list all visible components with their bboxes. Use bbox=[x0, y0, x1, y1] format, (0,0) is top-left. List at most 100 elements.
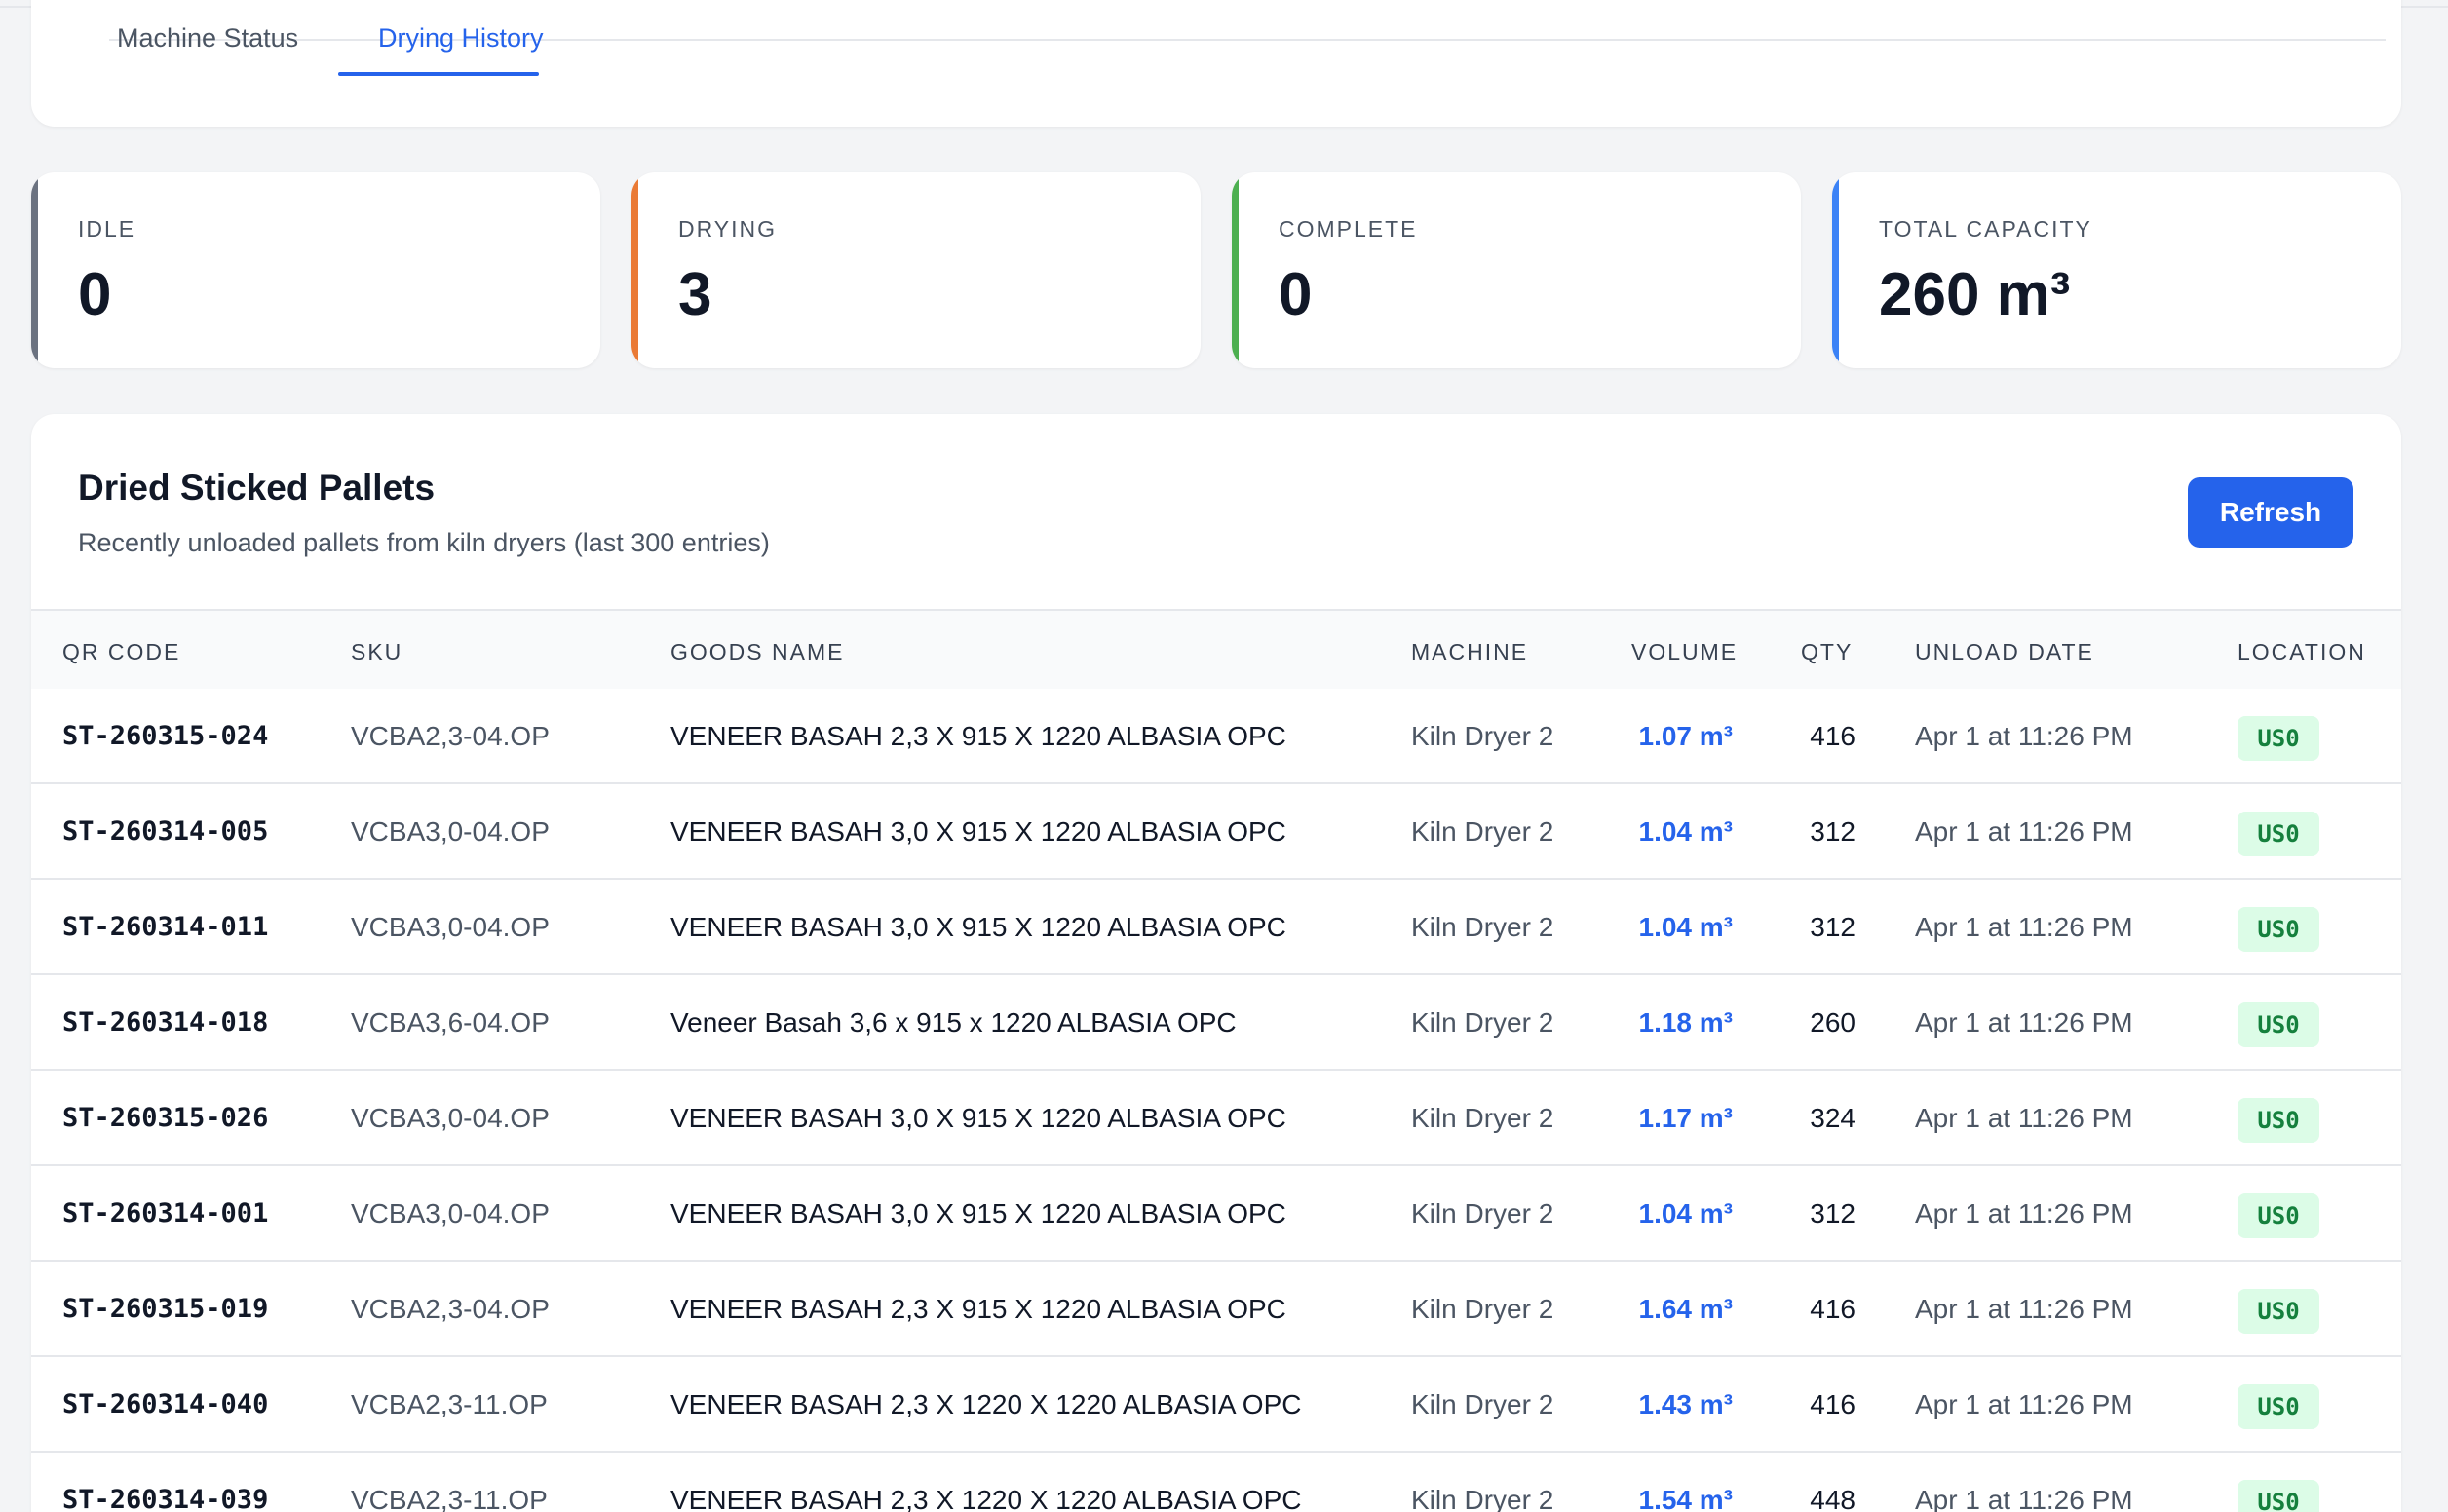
stat-value: 3 bbox=[678, 261, 712, 328]
location-badge: US0 bbox=[2238, 716, 2319, 761]
qty-cell: 312 bbox=[1810, 816, 1855, 847]
location-badge: US0 bbox=[2238, 1480, 2319, 1512]
stat-card-idle: IDLE 0 bbox=[31, 172, 600, 368]
location-badge: US0 bbox=[2238, 1002, 2319, 1047]
goods-name-cell: VENEER BASAH 2,3 X 1220 X 1220 ALBASIA O… bbox=[670, 1389, 1302, 1419]
sku-cell: VCBA3,0-04.OP bbox=[351, 912, 550, 942]
stat-label: COMPLETE bbox=[1279, 216, 1418, 242]
table-row[interactable]: ST-260314-040 VCBA2,3-11.OP VENEER BASAH… bbox=[31, 1357, 2401, 1453]
volume-cell: 1.07 m³ bbox=[1638, 721, 1734, 751]
tab-machine-status[interactable]: Machine Status bbox=[117, 23, 299, 53]
goods-name-cell: VENEER BASAH 3,0 X 915 X 1220 ALBASIA OP… bbox=[670, 1103, 1286, 1133]
sku-cell: VCBA2,3-04.OP bbox=[351, 721, 550, 751]
goods-name-cell: VENEER BASAH 2,3 X 1220 X 1220 ALBASIA O… bbox=[670, 1485, 1302, 1512]
column-header-unload-date[interactable]: UNLOAD DATE bbox=[1915, 639, 2094, 664]
machine-cell: Kiln Dryer 2 bbox=[1411, 1103, 1554, 1133]
column-header-goods-name[interactable]: GOODS NAME bbox=[670, 639, 845, 664]
active-tab-indicator bbox=[338, 72, 539, 76]
unload-date-cell: Apr 1 at 11:26 PM bbox=[1915, 1485, 2133, 1512]
goods-name-cell: VENEER BASAH 3,0 X 915 X 1220 ALBASIA OP… bbox=[670, 1198, 1286, 1228]
stat-label: TOTAL CAPACITY bbox=[1879, 216, 2092, 242]
goods-name-cell: VENEER BASAH 2,3 X 915 X 1220 ALBASIA OP… bbox=[670, 721, 1286, 751]
unload-date-cell: Apr 1 at 11:26 PM bbox=[1915, 912, 2133, 942]
unload-date-cell: Apr 1 at 11:26 PM bbox=[1915, 1103, 2133, 1133]
machine-cell: Kiln Dryer 2 bbox=[1411, 721, 1554, 751]
unload-date-cell: Apr 1 at 11:26 PM bbox=[1915, 1294, 2133, 1324]
goods-name-cell: VENEER BASAH 2,3 X 915 X 1220 ALBASIA OP… bbox=[670, 1294, 1286, 1324]
column-header-machine[interactable]: MACHINE bbox=[1411, 639, 1529, 664]
table-row[interactable]: ST-260314-011 VCBA3,0-04.OP VENEER BASAH… bbox=[31, 880, 2401, 975]
sku-cell: VCBA3,0-04.OP bbox=[351, 816, 550, 847]
goods-name-cell: VENEER BASAH 3,0 X 915 X 1220 ALBASIA OP… bbox=[670, 816, 1286, 847]
qty-cell: 416 bbox=[1810, 1389, 1855, 1419]
table-row[interactable]: ST-260314-001 VCBA3,0-04.OP VENEER BASAH… bbox=[31, 1166, 2401, 1262]
volume-cell: 1.04 m³ bbox=[1638, 816, 1734, 847]
unload-date-cell: Apr 1 at 11:26 PM bbox=[1915, 1389, 2133, 1419]
unload-date-cell: Apr 1 at 11:26 PM bbox=[1915, 1007, 2133, 1038]
sku-cell: VCBA2,3-11.OP bbox=[351, 1389, 548, 1419]
stat-card-drying: DRYING 3 bbox=[631, 172, 1201, 368]
stat-label: IDLE bbox=[78, 216, 136, 242]
tab-bar: Machine Status Drying History bbox=[109, 8, 2386, 52]
sku-cell: VCBA2,3-04.OP bbox=[351, 1294, 550, 1324]
section-title: Dried Sticked Pallets bbox=[78, 468, 436, 508]
qty-cell: 416 bbox=[1810, 721, 1855, 751]
qr-code-cell: ST-260314-001 bbox=[62, 1198, 269, 1228]
sku-cell: VCBA3,0-04.OP bbox=[351, 1103, 550, 1133]
machine-cell: Kiln Dryer 2 bbox=[1411, 1198, 1554, 1228]
stat-value: 0 bbox=[1279, 261, 1313, 328]
tabs-card: Machine Status Drying History bbox=[31, 0, 2401, 127]
machine-cell: Kiln Dryer 2 bbox=[1411, 912, 1554, 942]
sku-cell: VCBA3,0-04.OP bbox=[351, 1198, 550, 1228]
machine-cell: Kiln Dryer 2 bbox=[1411, 1294, 1554, 1324]
stat-card-complete: COMPLETE 0 bbox=[1232, 172, 1801, 368]
qr-code-cell: ST-260314-011 bbox=[62, 912, 269, 942]
location-badge: US0 bbox=[2238, 1193, 2319, 1238]
qr-code-cell: ST-260315-024 bbox=[62, 721, 269, 751]
qty-cell: 324 bbox=[1810, 1103, 1855, 1133]
table-row[interactable]: ST-260315-019 VCBA2,3-04.OP VENEER BASAH… bbox=[31, 1262, 2401, 1357]
table-row[interactable]: ST-260314-005 VCBA3,0-04.OP VENEER BASAH… bbox=[31, 784, 2401, 880]
sku-cell: VCBA3,6-04.OP bbox=[351, 1007, 550, 1038]
table-row[interactable]: ST-260314-039 VCBA2,3-11.OP VENEER BASAH… bbox=[31, 1453, 2401, 1512]
machine-cell: Kiln Dryer 2 bbox=[1411, 1007, 1554, 1038]
location-badge: US0 bbox=[2238, 812, 2319, 856]
stat-value: 0 bbox=[78, 261, 112, 328]
stat-card-total-capacity: TOTAL CAPACITY 260 m³ bbox=[1832, 172, 2401, 368]
volume-cell: 1.04 m³ bbox=[1638, 912, 1734, 942]
volume-cell: 1.04 m³ bbox=[1638, 1198, 1734, 1228]
section-subtitle: Recently unloaded pallets from kiln drye… bbox=[78, 528, 770, 557]
machine-cell: Kiln Dryer 2 bbox=[1411, 816, 1554, 847]
location-badge: US0 bbox=[2238, 1289, 2319, 1334]
column-header-qr-code[interactable]: QR CODE bbox=[62, 639, 181, 664]
table-row[interactable]: ST-260314-018 VCBA3,6-04.OP Veneer Basah… bbox=[31, 975, 2401, 1071]
qty-cell: 312 bbox=[1810, 912, 1855, 942]
qr-code-cell: ST-260314-040 bbox=[62, 1389, 269, 1419]
table-header: QR CODE SKU GOODS NAME MACHINE VOLUME QT… bbox=[31, 609, 2401, 689]
volume-cell: 1.54 m³ bbox=[1638, 1485, 1734, 1512]
machine-cell: Kiln Dryer 2 bbox=[1411, 1389, 1554, 1419]
volume-cell: 1.18 m³ bbox=[1638, 1007, 1734, 1038]
goods-name-cell: VENEER BASAH 3,0 X 915 X 1220 ALBASIA OP… bbox=[670, 912, 1286, 942]
unload-date-cell: Apr 1 at 11:26 PM bbox=[1915, 816, 2133, 847]
column-header-qty[interactable]: QTY bbox=[1801, 639, 1854, 664]
stat-value: 260 m³ bbox=[1879, 261, 2071, 328]
qty-cell: 416 bbox=[1810, 1294, 1855, 1324]
refresh-button[interactable]: Refresh bbox=[2188, 477, 2353, 548]
goods-name-cell: Veneer Basah 3,6 x 915 x 1220 ALBASIA OP… bbox=[670, 1007, 1237, 1038]
qty-cell: 260 bbox=[1810, 1007, 1855, 1038]
column-header-location[interactable]: LOCATION bbox=[2238, 639, 2366, 664]
location-badge: US0 bbox=[2238, 907, 2319, 952]
sku-cell: VCBA2,3-11.OP bbox=[351, 1485, 548, 1512]
unload-date-cell: Apr 1 at 11:26 PM bbox=[1915, 721, 2133, 751]
machine-cell: Kiln Dryer 2 bbox=[1411, 1485, 1554, 1512]
column-header-volume[interactable]: VOLUME bbox=[1631, 639, 1739, 664]
column-header-sku[interactable]: SKU bbox=[351, 639, 403, 664]
tab-drying-history[interactable]: Drying History bbox=[378, 23, 544, 53]
volume-cell: 1.64 m³ bbox=[1638, 1294, 1734, 1324]
qr-code-cell: ST-260314-018 bbox=[62, 1007, 269, 1038]
table-row[interactable]: ST-260315-026 VCBA3,0-04.OP VENEER BASAH… bbox=[31, 1071, 2401, 1166]
table-row[interactable]: ST-260315-024 VCBA2,3-04.OP VENEER BASAH… bbox=[31, 689, 2401, 784]
unload-date-cell: Apr 1 at 11:26 PM bbox=[1915, 1198, 2133, 1228]
